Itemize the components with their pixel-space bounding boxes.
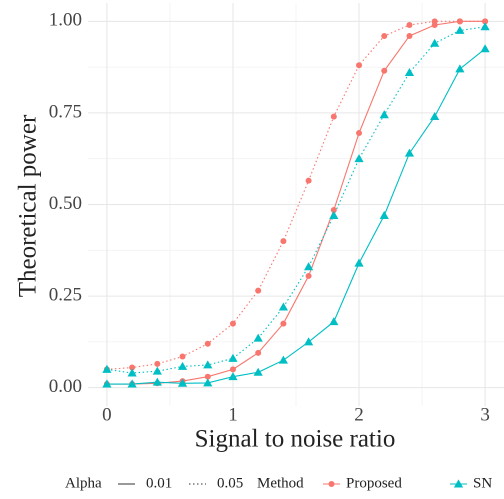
marker [480, 22, 490, 31]
y-tick-label: 0.25 [49, 284, 82, 305]
marker [203, 360, 213, 369]
marker [330, 206, 337, 213]
legend-label: 0.01 [146, 475, 172, 491]
x-tick-label: 2 [354, 404, 364, 425]
marker [127, 368, 137, 377]
marker [328, 481, 335, 487]
marker [379, 110, 389, 119]
marker [381, 67, 388, 74]
marker [229, 366, 236, 373]
marker [255, 287, 262, 294]
marker [154, 360, 161, 367]
marker [280, 238, 287, 245]
marker [229, 320, 236, 327]
marker [152, 377, 162, 386]
marker [356, 62, 363, 69]
marker [278, 302, 288, 311]
x-tick-label: 1 [228, 404, 238, 425]
marker [404, 68, 415, 77]
marker [354, 258, 364, 267]
series-line [106, 20, 486, 370]
marker [354, 154, 364, 163]
marker [480, 44, 490, 53]
marker [255, 349, 262, 356]
marker [228, 372, 238, 381]
y-tick-label: 0.75 [49, 101, 82, 122]
marker [453, 479, 464, 488]
marker [356, 130, 363, 137]
legend-title: Alpha [65, 475, 102, 491]
marker [253, 333, 263, 342]
y-tick-label: 1.00 [49, 10, 82, 31]
marker [228, 353, 238, 362]
marker [381, 32, 388, 39]
marker [456, 18, 463, 25]
legend-label: 0.05 [217, 475, 243, 491]
marker [304, 262, 314, 271]
series-line [106, 48, 486, 385]
marker [455, 25, 465, 34]
marker [406, 32, 413, 39]
x-axis-title: Signal to noise ratio [195, 426, 396, 453]
marker [179, 353, 186, 360]
legend-label: Proposed [346, 475, 402, 491]
marker [129, 364, 136, 371]
marker [127, 379, 137, 388]
marker [204, 340, 211, 347]
marker [430, 38, 440, 47]
marker [177, 378, 188, 387]
marker [330, 113, 337, 120]
y-tick-label: 0.00 [49, 376, 82, 397]
marker [253, 367, 263, 376]
marker [280, 320, 287, 327]
marker [152, 366, 162, 375]
marker [404, 148, 415, 157]
marker [482, 18, 489, 25]
marker [305, 177, 312, 184]
x-tick-label: 0 [102, 404, 112, 425]
marker [406, 21, 413, 28]
marker [177, 361, 188, 370]
y-tick-label: 0.50 [49, 193, 82, 214]
marker [305, 272, 312, 279]
x-tick-label: 3 [480, 404, 490, 425]
marker [102, 379, 112, 388]
marker [204, 373, 211, 380]
legend-label: SN [473, 475, 492, 491]
marker [203, 378, 213, 387]
marker [379, 210, 389, 219]
marker [431, 18, 438, 25]
y-axis-title: Theoretical power [15, 114, 42, 297]
marker [455, 64, 465, 73]
marker [304, 337, 314, 346]
marker [278, 355, 288, 364]
marker [102, 364, 112, 373]
marker [329, 317, 339, 326]
marker [329, 210, 339, 219]
legend-title: Method [257, 475, 304, 491]
marker [430, 111, 440, 121]
